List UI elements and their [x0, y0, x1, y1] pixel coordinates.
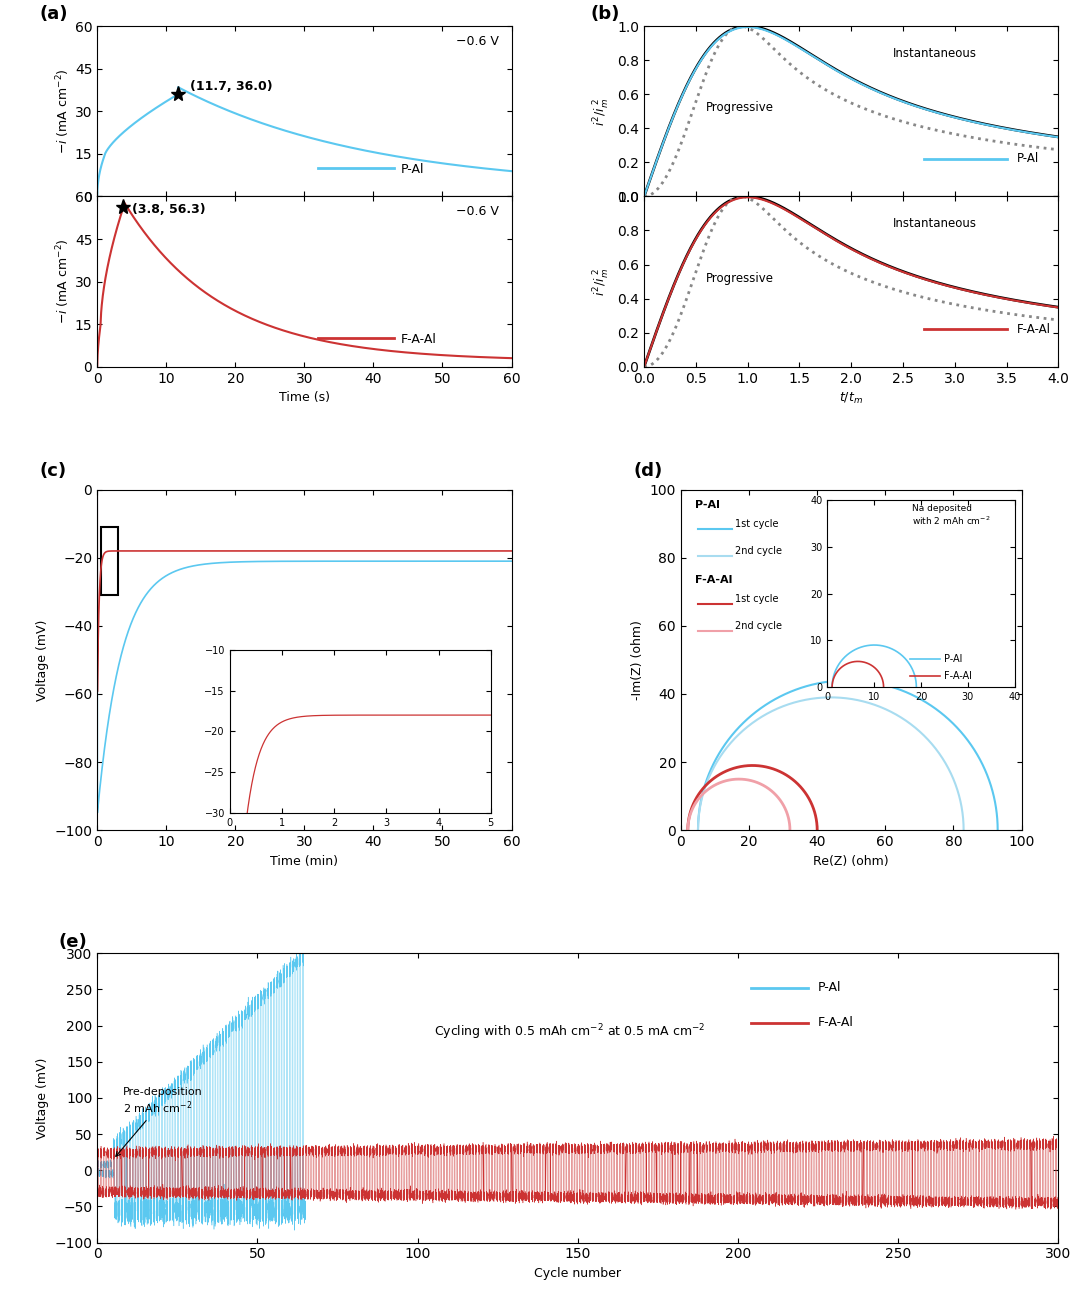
Y-axis label: $-i$ (mA cm$^{-2}$): $-i$ (mA cm$^{-2}$): [54, 238, 72, 324]
Text: (3.8, 56.3): (3.8, 56.3): [132, 204, 205, 216]
Text: F-A-Al: F-A-Al: [1017, 323, 1051, 336]
Text: (e): (e): [58, 934, 87, 951]
Y-axis label: Voltage (mV): Voltage (mV): [36, 619, 49, 701]
Text: F-A-Al: F-A-Al: [819, 1016, 854, 1029]
Y-axis label: $i^2/i_m^{\ 2}$: $i^2/i_m^{\ 2}$: [592, 97, 611, 126]
Text: P-Al: P-Al: [401, 164, 424, 177]
Text: 1st cycle: 1st cycle: [735, 519, 779, 528]
Y-axis label: $-i$ (mA cm$^{-2}$): $-i$ (mA cm$^{-2}$): [54, 68, 72, 154]
Text: Progressive: Progressive: [706, 272, 774, 285]
Text: P-Al: P-Al: [819, 981, 841, 994]
Text: Instantaneous: Instantaneous: [893, 217, 976, 230]
Text: Cycling with 0.5 mAh cm$^{-2}$ at 0.5 mA cm$^{-2}$: Cycling with 0.5 mAh cm$^{-2}$ at 0.5 mA…: [434, 1023, 705, 1042]
Y-axis label: Voltage (mV): Voltage (mV): [36, 1057, 49, 1138]
Text: (d): (d): [633, 462, 662, 480]
Text: −0.6 V: −0.6 V: [456, 35, 499, 47]
Text: −0.6 V: −0.6 V: [456, 205, 499, 218]
X-axis label: Time (min): Time (min): [270, 854, 338, 867]
X-axis label: Cycle number: Cycle number: [535, 1267, 621, 1281]
Text: 2nd cycle: 2nd cycle: [735, 545, 782, 556]
Text: F-A-Al: F-A-Al: [401, 334, 437, 347]
Text: F-A-Al: F-A-Al: [456, 790, 490, 803]
Y-axis label: -Im(Z) (ohm): -Im(Z) (ohm): [631, 620, 644, 700]
Text: Instantaneous: Instantaneous: [893, 47, 976, 60]
Text: (c): (c): [39, 462, 66, 480]
X-axis label: $t/t_m$: $t/t_m$: [839, 391, 863, 407]
Text: P-Al: P-Al: [1017, 153, 1039, 166]
X-axis label: Re(Z) (ohm): Re(Z) (ohm): [813, 854, 889, 867]
Text: F-A-Al: F-A-Al: [694, 574, 732, 585]
Text: 2nd cycle: 2nd cycle: [735, 621, 782, 630]
Text: Pre-deposition
2 mAh cm$^{-2}$: Pre-deposition 2 mAh cm$^{-2}$: [116, 1087, 203, 1156]
Text: Progressive: Progressive: [706, 101, 774, 114]
Text: P-Al: P-Al: [694, 500, 719, 510]
Text: (11.7, 36.0): (11.7, 36.0): [190, 80, 273, 93]
X-axis label: Time (s): Time (s): [279, 391, 329, 404]
Text: P-Al: P-Al: [456, 748, 478, 761]
Text: 1st cycle: 1st cycle: [735, 594, 779, 603]
Bar: [100, 527, 118, 595]
Y-axis label: $i^2/i_m^{\ 2}$: $i^2/i_m^{\ 2}$: [592, 267, 611, 296]
Text: (a): (a): [39, 5, 68, 24]
Text: (b): (b): [591, 5, 620, 24]
